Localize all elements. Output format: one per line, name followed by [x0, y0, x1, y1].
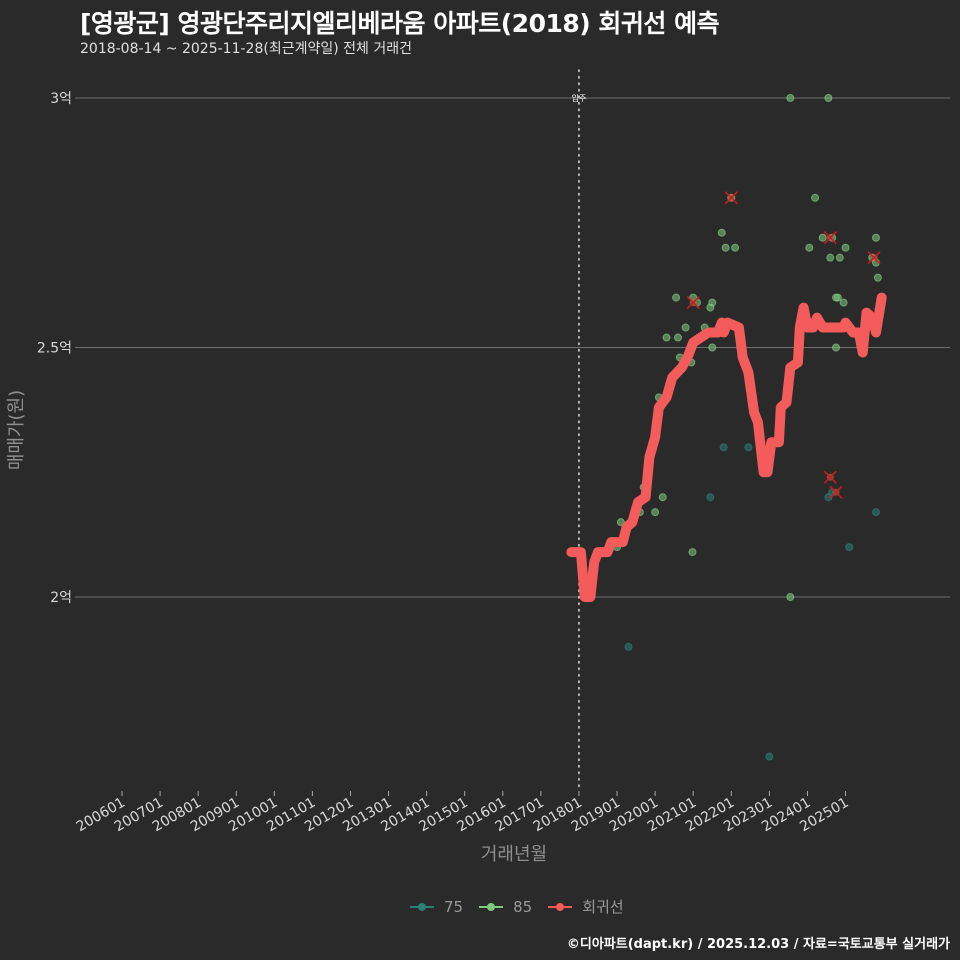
- scatter-points: [613, 94, 882, 761]
- y-tick-label: 2.5억: [37, 341, 72, 357]
- data-point-85: [672, 293, 681, 302]
- outlier-x-icon: [823, 231, 837, 245]
- legend-label: 75: [444, 897, 464, 916]
- data-point-85: [717, 228, 726, 237]
- legend-key-regression-icon: [548, 901, 573, 913]
- data-point-75: [871, 508, 880, 517]
- legend-item-85[interactable]: 85: [479, 898, 532, 916]
- legend: 75 85 회귀선: [410, 896, 630, 917]
- data-point-85: [871, 233, 880, 242]
- data-point-85: [688, 548, 697, 557]
- move-in-label: 입주: [572, 94, 587, 103]
- legend-label: 회귀선: [582, 898, 624, 916]
- data-point-75: [719, 443, 728, 452]
- y-axis-label: 매매가(원): [6, 390, 27, 470]
- data-point-85: [811, 193, 820, 202]
- y-axis: 2억 2.5억 3억: [37, 91, 80, 606]
- data-point-85: [662, 333, 671, 342]
- outlier-x-icon: [867, 251, 881, 265]
- legend-key-75-icon: [410, 901, 434, 913]
- data-point-85: [786, 593, 795, 601]
- chart-subtitle: 2018-08-14 ~ 2025-11-28(최근계약일) 전체 거래건: [80, 41, 412, 57]
- chart-title: [영광군] 영광단주리지엘리베라움 아파트(2018) 회귀선 예측: [80, 9, 720, 38]
- y-tick-label: 3억: [50, 91, 72, 107]
- move-in-annotation: 입주: [572, 69, 587, 791]
- data-point-75: [765, 752, 774, 761]
- data-point-85: [616, 518, 625, 527]
- legend-item-regression[interactable]: 회귀선: [548, 896, 624, 917]
- data-point-85: [651, 508, 660, 517]
- data-point-85: [673, 333, 682, 342]
- data-point-85: [805, 243, 814, 252]
- data-point-75: [845, 543, 854, 552]
- data-point-85: [824, 94, 833, 102]
- legend-key-85-icon: [479, 901, 504, 913]
- data-point-85: [731, 243, 740, 252]
- outlier-markers: [686, 191, 881, 499]
- data-point-75: [744, 443, 753, 452]
- regression-path: [566, 292, 887, 602]
- data-point-85: [835, 253, 844, 262]
- data-point-85: [721, 243, 730, 252]
- grid-lines: [80, 97, 950, 598]
- data-point-85: [839, 298, 848, 307]
- outlier-x-icon: [686, 296, 700, 310]
- x-axis-label: 거래년월: [481, 844, 547, 865]
- source-credit: ©디아파트(dapt.kr) / 2025.12.03 / 자료=국토교통부 실…: [566, 937, 950, 952]
- outlier-x-icon: [829, 485, 843, 499]
- regression-line: [566, 292, 887, 602]
- outlier-x-icon: [823, 470, 837, 484]
- data-point-75: [706, 493, 715, 502]
- legend-item-75[interactable]: 75: [410, 898, 463, 916]
- data-point-75: [624, 642, 633, 651]
- data-point-85: [681, 323, 690, 332]
- data-point-85: [658, 493, 667, 502]
- data-point-85: [841, 243, 850, 252]
- y-tick-label: 2억: [50, 590, 72, 606]
- legend-label: 85: [513, 897, 533, 916]
- data-point-85: [708, 343, 717, 352]
- data-point-85: [873, 273, 882, 282]
- data-point-85: [826, 253, 835, 262]
- data-point-85: [708, 298, 717, 307]
- outlier-x-icon: [724, 191, 738, 205]
- data-point-85: [833, 293, 842, 302]
- data-point-85: [818, 233, 827, 242]
- data-point-85: [786, 94, 795, 102]
- x-axis: 2006012007012008012009012010012011012012…: [74, 791, 852, 835]
- data-point-85: [832, 343, 840, 352]
